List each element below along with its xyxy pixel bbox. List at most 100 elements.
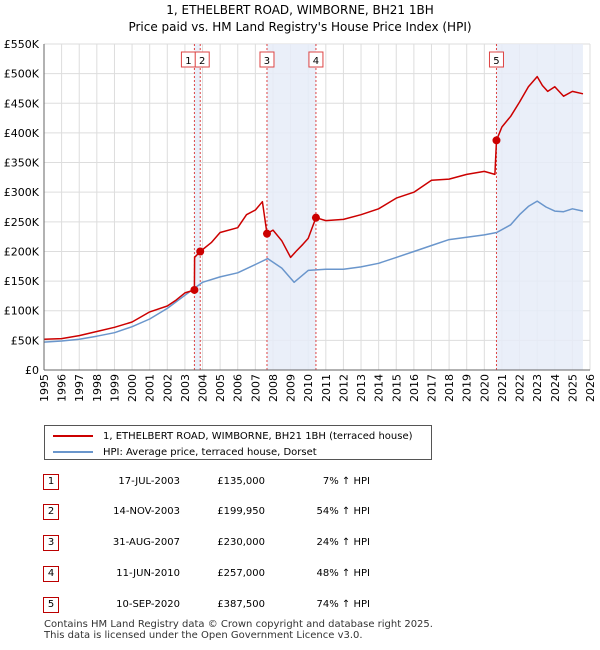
- sale-point: [190, 285, 199, 294]
- shaded-periods: [194, 44, 583, 370]
- table-row: 5 10-SEP-2020 £387,500 74% ↑ HPI: [0, 595, 600, 615]
- y-tick-label: £0: [25, 364, 39, 377]
- sale-number-badge: 1: [43, 474, 59, 490]
- series-lines: [43, 75, 584, 343]
- y-tick-label: £350K: [4, 157, 40, 170]
- x-tick-label: 2012: [337, 374, 350, 402]
- y-tick-label: £50K: [11, 334, 40, 347]
- x-tick-label: 2016: [408, 374, 421, 402]
- sale-number-badge: 3: [43, 535, 59, 551]
- sale-date: 17-JUL-2003: [118, 476, 180, 487]
- sale-number-badge: 2: [43, 504, 59, 520]
- series-line-property: [43, 75, 584, 340]
- x-tick-label: 1995: [38, 374, 51, 402]
- y-tick-label: £100K: [4, 305, 40, 318]
- x-tick-label: 2000: [126, 374, 139, 402]
- table-row: 3 31-AUG-2007 £230,000 24% ↑ HPI: [0, 533, 600, 553]
- x-tick-label: 1999: [108, 374, 121, 402]
- x-tick-label: 2008: [267, 374, 280, 402]
- x-tick-label: 2020: [478, 374, 491, 402]
- shaded-period: [194, 44, 201, 370]
- price-chart: 1, ETHELBERT ROAD, WIMBORNE, BH21 1BH Pr…: [4, 3, 597, 402]
- y-tick-label: £400K: [4, 127, 40, 140]
- legend-swatch-hpi: [53, 451, 93, 453]
- sale-marker-box: [488, 51, 504, 68]
- x-tick-label: 2007: [249, 374, 262, 402]
- sale-marker-label: 1: [185, 56, 191, 67]
- x-tick-label: 1997: [73, 374, 86, 402]
- legend-label-property: 1, ETHELBERT ROAD, WIMBORNE, BH21 1BH (t…: [103, 430, 413, 442]
- sale-marker-label: 5: [493, 56, 499, 67]
- sale-point: [492, 136, 501, 145]
- sale-number-badge: 5: [43, 597, 59, 613]
- footer-copyright: Contains HM Land Registry data © Crown c…: [44, 619, 433, 630]
- legend: 1, ETHELBERT ROAD, WIMBORNE, BH21 1BH (t…: [44, 425, 432, 460]
- x-tick-label: 2021: [496, 374, 509, 402]
- x-tick-label: 2014: [373, 374, 386, 402]
- x-tick-label: 2011: [320, 374, 333, 402]
- legend-label-hpi: HPI: Average price, terraced house, Dors…: [103, 446, 317, 458]
- footer-licence: This data is licensed under the Open Gov…: [44, 630, 363, 641]
- chart-title: 1, ETHELBERT ROAD, WIMBORNE, BH21 1BH: [166, 3, 434, 17]
- x-tick-label: 1998: [91, 374, 104, 402]
- shaded-period: [496, 44, 583, 370]
- sale-vertical-lines: [193, 44, 497, 370]
- x-tick-label: 1996: [56, 374, 69, 402]
- sale-hpi-change: 54% ↑ HPI: [316, 506, 370, 517]
- footer: Contains HM Land Registry data © Crown c…: [44, 619, 433, 641]
- legend-item-hpi: HPI: Average price, terraced house, Dors…: [53, 445, 317, 459]
- legend-swatch-property: [53, 435, 93, 437]
- x-tick-label: 2025: [566, 374, 579, 402]
- axes: £0 £50K £100K £150K £200K £250K £300K £350K £400…: [4, 38, 597, 402]
- sale-point: [262, 229, 271, 238]
- sale-points: [190, 136, 501, 294]
- sale-price: £387,500: [217, 599, 265, 610]
- y-tick-label: £250K: [4, 216, 40, 229]
- sale-price: £257,000: [217, 568, 265, 579]
- sale-date: 31-AUG-2007: [112, 537, 180, 548]
- x-tick-label: 2010: [302, 374, 315, 402]
- y-tick-label: £450K: [4, 97, 40, 110]
- x-tick-label: 2002: [161, 374, 174, 402]
- sale-hpi-change: 48% ↑ HPI: [316, 568, 370, 579]
- sale-point: [196, 247, 205, 256]
- x-tick-label: 2022: [514, 374, 527, 402]
- series-line-hpi: [43, 200, 584, 343]
- sale-number-badge: 4: [43, 566, 59, 582]
- x-tick-label: 2009: [285, 374, 298, 402]
- sale-point: [311, 213, 320, 222]
- sale-marker-box: [259, 51, 275, 68]
- x-tick-label: 2026: [584, 374, 597, 402]
- legend-item-property: 1, ETHELBERT ROAD, WIMBORNE, BH21 1BH (t…: [53, 429, 413, 443]
- sale-date: 10-SEP-2020: [116, 599, 180, 610]
- sale-marker-label: 4: [313, 56, 319, 67]
- sale-price: £230,000: [217, 537, 265, 548]
- y-tick-label: £150K: [4, 275, 40, 288]
- sale-marker-box: [308, 51, 324, 68]
- x-tick-label: 2001: [144, 374, 157, 402]
- x-tick-label: 2004: [197, 374, 210, 402]
- sale-marker-box: [194, 51, 210, 68]
- chart-subtitle: Price paid vs. HM Land Registry's House …: [128, 20, 471, 34]
- x-tick-label: 2006: [232, 374, 245, 402]
- x-tick-label: 2024: [549, 374, 562, 402]
- x-tick-label: 2017: [425, 374, 438, 402]
- sale-price: £135,000: [217, 476, 265, 487]
- sale-hpi-change: 24% ↑ HPI: [316, 537, 370, 548]
- table-row: 1 17-JUL-2003 £135,000 7% ↑ HPI: [0, 472, 600, 492]
- x-tick-label: 2015: [390, 374, 403, 402]
- sale-price: £199,950: [217, 506, 265, 517]
- x-tick-label: 2003: [179, 374, 192, 402]
- sale-date: 11-JUN-2010: [116, 568, 180, 579]
- sale-date: 14-NOV-2003: [113, 506, 180, 517]
- x-tick-label: 2019: [461, 374, 474, 402]
- x-tick-label: 2005: [214, 374, 227, 402]
- table-row: 4 11-JUN-2010 £257,000 48% ↑ HPI: [0, 564, 600, 584]
- x-tick-label: 2013: [355, 374, 368, 402]
- sale-marker-label: 2: [199, 56, 205, 67]
- y-tick-label: £200K: [4, 245, 40, 258]
- x-tick-label: 2018: [443, 374, 456, 402]
- y-tick-label: £500K: [4, 68, 40, 81]
